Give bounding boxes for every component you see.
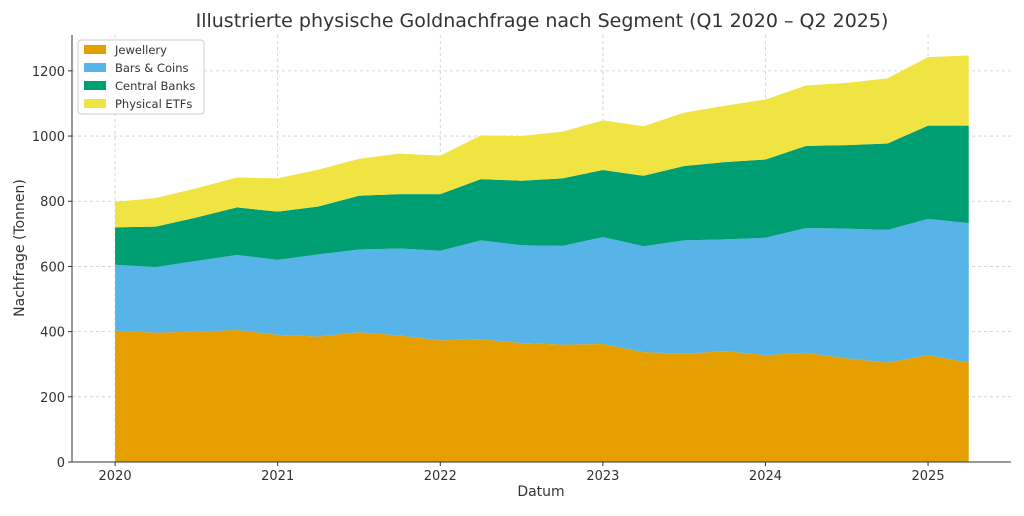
x-tick-label: 2025: [912, 469, 945, 484]
chart-title: Illustrierte physische Goldnachfrage nac…: [196, 10, 889, 32]
y-tick-label: 1000: [32, 130, 65, 145]
legend-box: [77, 39, 205, 115]
legend-label: Bars & Coins: [115, 61, 188, 75]
y-tick-label: 400: [40, 326, 65, 341]
y-tick-label: 0: [57, 456, 65, 471]
area-central-banks: [115, 125, 969, 268]
areas: [115, 55, 969, 462]
y-tick-label: 800: [40, 195, 65, 210]
legend-swatch: [84, 81, 106, 90]
axes: 0 200 400 600 800 1000 1200 2020 2021 2022 2023 202…: [32, 35, 1011, 484]
x-tick-label: 2020: [99, 469, 132, 484]
legend: Jewellery Bars & Coins Central Banks Physic…: [77, 39, 205, 115]
area-bars-coins: [115, 218, 969, 363]
legend-label: Jewellery: [114, 43, 167, 57]
y-axis-label: Nachfrage (Tonnen): [12, 179, 28, 317]
area-physical-etfs: [115, 55, 969, 228]
x-tick-label: 2022: [424, 469, 457, 484]
x-tick-label: 2023: [586, 469, 619, 484]
legend-swatch: [84, 99, 106, 108]
area-jewellery: [115, 329, 969, 462]
y-tick-label: 1200: [32, 65, 65, 80]
x-tick-label: 2021: [261, 469, 294, 484]
y-tick-label: 200: [40, 391, 65, 406]
x-axis-label: Datum: [517, 484, 564, 500]
legend-swatch: [84, 45, 106, 54]
legend-label: Physical ETFs: [115, 97, 192, 111]
legend-label: Central Banks: [115, 79, 195, 93]
x-tick-label: 2024: [749, 469, 782, 484]
y-tick-label: 600: [40, 260, 65, 275]
legend-swatch: [84, 63, 106, 72]
